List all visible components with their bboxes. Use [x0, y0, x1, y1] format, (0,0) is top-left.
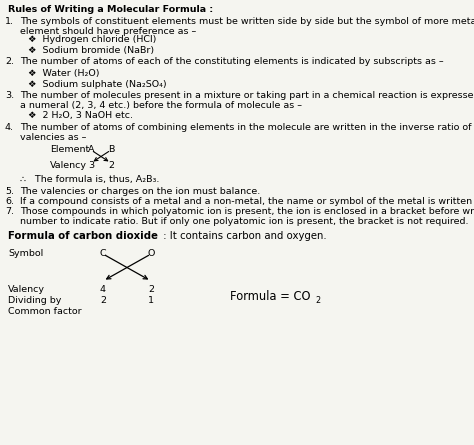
Text: ❖  Hydrogen chloride (HCl): ❖ Hydrogen chloride (HCl): [28, 35, 156, 44]
Text: A: A: [88, 145, 94, 154]
Text: : It contains carbon and oxygen.: : It contains carbon and oxygen.: [160, 231, 327, 241]
Text: Formula of carbon dioxide: Formula of carbon dioxide: [8, 231, 158, 241]
Text: 4.: 4.: [5, 123, 14, 132]
Text: 2: 2: [108, 161, 114, 170]
Text: ❖  2 H₂O, 3 NaOH etc.: ❖ 2 H₂O, 3 NaOH etc.: [28, 111, 133, 120]
Text: 2: 2: [315, 296, 320, 305]
Text: Formula = CO: Formula = CO: [230, 290, 310, 303]
Text: 5.: 5.: [5, 187, 14, 196]
Text: 1: 1: [148, 296, 154, 305]
Text: Valency: Valency: [8, 285, 45, 294]
Text: 1.: 1.: [5, 17, 14, 26]
Text: 3.: 3.: [5, 91, 14, 100]
Text: The valencies or charges on the ion must balance.: The valencies or charges on the ion must…: [20, 187, 260, 196]
Text: The symbols of constituent elements must be written side by side but the symbol : The symbols of constituent elements must…: [20, 17, 474, 36]
Text: Dividing by: Dividing by: [8, 296, 61, 305]
Text: ❖  Sodium bromide (NaBr): ❖ Sodium bromide (NaBr): [28, 46, 154, 55]
Text: If a compound consists of a metal and a non-metal, the name or symbol of the met: If a compound consists of a metal and a …: [20, 197, 474, 206]
Text: B: B: [108, 145, 114, 154]
Text: Symbol: Symbol: [8, 249, 43, 258]
Text: ❖  Sodium sulphate (Na₂SO₄): ❖ Sodium sulphate (Na₂SO₄): [28, 80, 167, 89]
Text: 2: 2: [100, 296, 106, 305]
Text: 4: 4: [100, 285, 106, 294]
Text: Those compounds in which polyatomic ion is present, the ion is enclosed in a bra: Those compounds in which polyatomic ion …: [20, 207, 474, 227]
Text: 2.: 2.: [5, 57, 14, 66]
Text: O: O: [148, 249, 155, 258]
Text: The number of molecules present in a mixture or taking part in a chemical reacti: The number of molecules present in a mix…: [20, 91, 474, 110]
Text: ❖  Water (H₂O): ❖ Water (H₂O): [28, 69, 100, 78]
Text: 7.: 7.: [5, 207, 14, 216]
Text: 2: 2: [148, 285, 154, 294]
Text: ∴   The formula is, thus, A₂B₃.: ∴ The formula is, thus, A₂B₃.: [20, 175, 159, 184]
Text: 3: 3: [88, 161, 94, 170]
Text: 6.: 6.: [5, 197, 14, 206]
Text: The number of atoms of each of the constituting elements is indicated by subscri: The number of atoms of each of the const…: [20, 57, 444, 66]
Text: Element: Element: [50, 145, 89, 154]
Text: Rules of Writing a Molecular Formula :: Rules of Writing a Molecular Formula :: [8, 5, 213, 14]
Text: C: C: [100, 249, 107, 258]
Text: Valency: Valency: [50, 161, 87, 170]
Text: Common factor: Common factor: [8, 307, 82, 316]
Text: The number of atoms of combining elements in the molecule are written in the inv: The number of atoms of combining element…: [20, 123, 474, 142]
